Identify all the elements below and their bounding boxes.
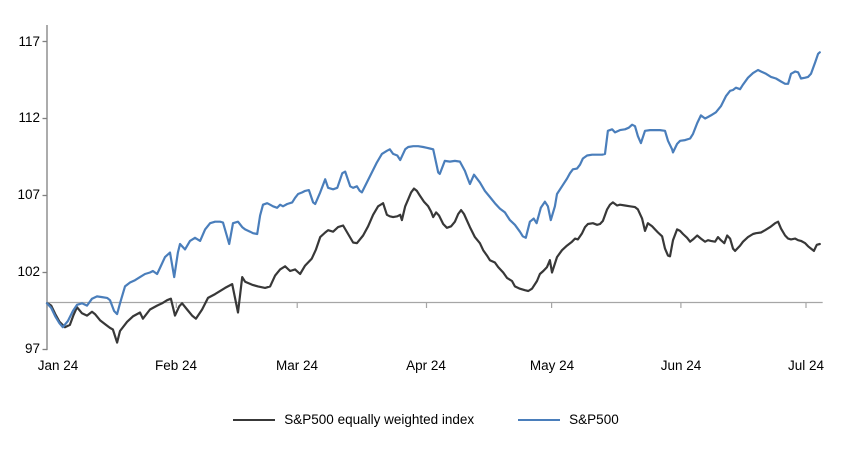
legend-item-equal-weight: S&P500 equally weighted index: [233, 412, 474, 428]
legend-label-sp500: S&P500: [569, 412, 619, 427]
y-axis-label-117: 117: [18, 34, 40, 49]
sp500-line-swatch-icon: [518, 419, 561, 421]
x-axis-label-jul: Jul 24: [787, 358, 825, 373]
x-axis-label-jan: Jan 24: [37, 358, 79, 373]
series-line-sp500-equal-weight: [45, 187, 821, 344]
series-line-sp500: [45, 51, 821, 329]
x-axis-label-jun: Jun 24: [660, 358, 702, 373]
y-axis-label-102: 102: [17, 264, 40, 279]
x-axis-label-mar: Mar 24: [275, 358, 319, 373]
x-axis-label-may: May 24: [529, 358, 575, 373]
equal-weight-line-swatch-icon: [233, 419, 276, 421]
y-axis-label-112: 112: [18, 110, 40, 125]
legend-label-equal-weight: S&P500 equally weighted index: [284, 412, 475, 427]
legend-item-sp500: S&P500: [518, 412, 619, 428]
y-axis-label-107: 107: [17, 187, 40, 202]
x-axis-label-apr: Apr 24: [406, 358, 446, 373]
y-axis-label-97: 97: [24, 341, 40, 356]
x-axis-label-feb: Feb 24: [154, 358, 198, 373]
chart-legend: S&P500 equally weighted index S&P500: [0, 412, 852, 428]
